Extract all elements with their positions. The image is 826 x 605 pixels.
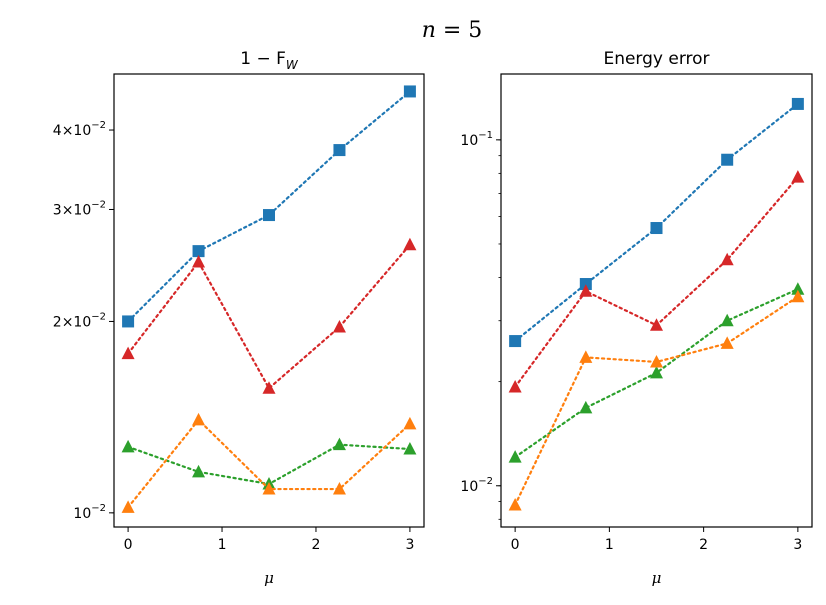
x-tick-label: 1 [218, 537, 227, 553]
data-point-square [333, 144, 346, 157]
data-point-triangle [192, 255, 206, 268]
subplot-title-text: Energy error [603, 49, 709, 69]
data-point-triangle [332, 320, 346, 333]
data-point-triangle [121, 439, 135, 453]
series-line [126, 243, 412, 390]
data-point-triangle [579, 284, 593, 297]
data-point-triangle [650, 318, 663, 331]
y-tick-exponent: −1 [478, 130, 493, 141]
data-point-triangle [720, 252, 734, 266]
y-tick-base: 10 [73, 314, 91, 330]
data-point-triangle [650, 354, 663, 368]
data-point-square [403, 85, 416, 98]
data-point-triangle [508, 379, 522, 393]
y-tick-label: 10−2 [460, 476, 493, 495]
data-point-triangle [262, 381, 276, 394]
data-point-triangle [579, 350, 593, 363]
data-point-triangle [720, 313, 734, 327]
subplot-title: 1 − FW [240, 49, 299, 72]
series-3 [121, 437, 417, 490]
x-tick-label: 2 [699, 537, 708, 553]
y-tick-mantissa: 4× [53, 123, 74, 139]
data-point-triangle [121, 346, 135, 360]
data-point-triangle [403, 442, 417, 455]
series-1 [122, 85, 416, 328]
data-point-triangle [579, 400, 593, 414]
y-tick-base: 10 [73, 506, 91, 522]
data-point-triangle [403, 416, 417, 430]
data-point-triangle [332, 482, 346, 495]
data-point-triangle [192, 412, 206, 426]
subplot-title-text: 1 − F [240, 49, 286, 69]
data-point-square [721, 153, 734, 166]
data-point-square [122, 315, 135, 328]
series-4 [508, 289, 805, 511]
data-point-triangle [332, 437, 346, 451]
x-axis-label: μ [652, 569, 662, 587]
x-tick-label: 1 [605, 537, 614, 553]
data-point-square [579, 278, 592, 291]
y-tick-label: 2×10−2 [53, 311, 106, 330]
data-point-square [192, 245, 205, 258]
x-tick-label: 0 [124, 537, 133, 553]
series-1 [509, 97, 804, 348]
data-point-triangle [508, 497, 522, 511]
data-point-triangle [262, 482, 276, 495]
axes-frame [500, 73, 813, 528]
suptitle-value: = 5 [436, 18, 482, 43]
data-point-square [263, 209, 275, 222]
data-point-triangle [791, 282, 805, 295]
data-point-triangle [791, 170, 805, 183]
axes-frame [113, 73, 425, 528]
y-tick-label: 10−1 [460, 130, 493, 149]
y-tick-base: 10 [73, 202, 91, 218]
data-point-triangle [650, 365, 663, 379]
data-point-triangle [192, 464, 206, 478]
series-2 [121, 237, 417, 394]
y-tick-base: 10 [460, 133, 478, 149]
series-3 [508, 282, 805, 463]
figure-suptitle: n = 5 [422, 18, 483, 43]
y-tick-exponent: −2 [91, 120, 106, 131]
series-4 [121, 412, 417, 513]
y-tick-mantissa: 3× [53, 202, 74, 218]
x-tick-label: 2 [312, 537, 321, 553]
y-tick-mantissa: 2× [53, 314, 74, 330]
x-axis-label: μ [264, 569, 274, 587]
data-point-triangle [720, 336, 734, 349]
data-point-square [650, 222, 663, 235]
y-tick-label: 3×10−2 [53, 199, 106, 218]
x-tick-label: 3 [405, 537, 414, 553]
y-tick-exponent: −2 [91, 311, 106, 322]
data-point-triangle [121, 500, 135, 513]
data-point-triangle [791, 289, 805, 303]
data-point-square [791, 97, 804, 110]
y-tick-exponent: −2 [91, 199, 106, 210]
data-point-triangle [508, 450, 522, 463]
series-2 [508, 170, 805, 393]
x-tick-label: 3 [793, 537, 802, 553]
subplot-title: Energy error [603, 49, 709, 69]
subplot-title-subscript: W [286, 58, 299, 72]
data-point-square [509, 335, 522, 348]
y-tick-base: 10 [460, 479, 478, 495]
y-tick-label: 10−2 [73, 503, 106, 522]
y-tick-exponent: −2 [91, 503, 106, 514]
data-point-triangle [403, 237, 417, 251]
y-tick-exponent: −2 [478, 476, 493, 487]
y-tick-base: 10 [73, 123, 91, 139]
y-tick-label: 4×10−2 [53, 120, 106, 139]
series-line [126, 90, 412, 323]
x-tick-label: 0 [511, 537, 520, 553]
suptitle-variable: n [422, 18, 436, 43]
